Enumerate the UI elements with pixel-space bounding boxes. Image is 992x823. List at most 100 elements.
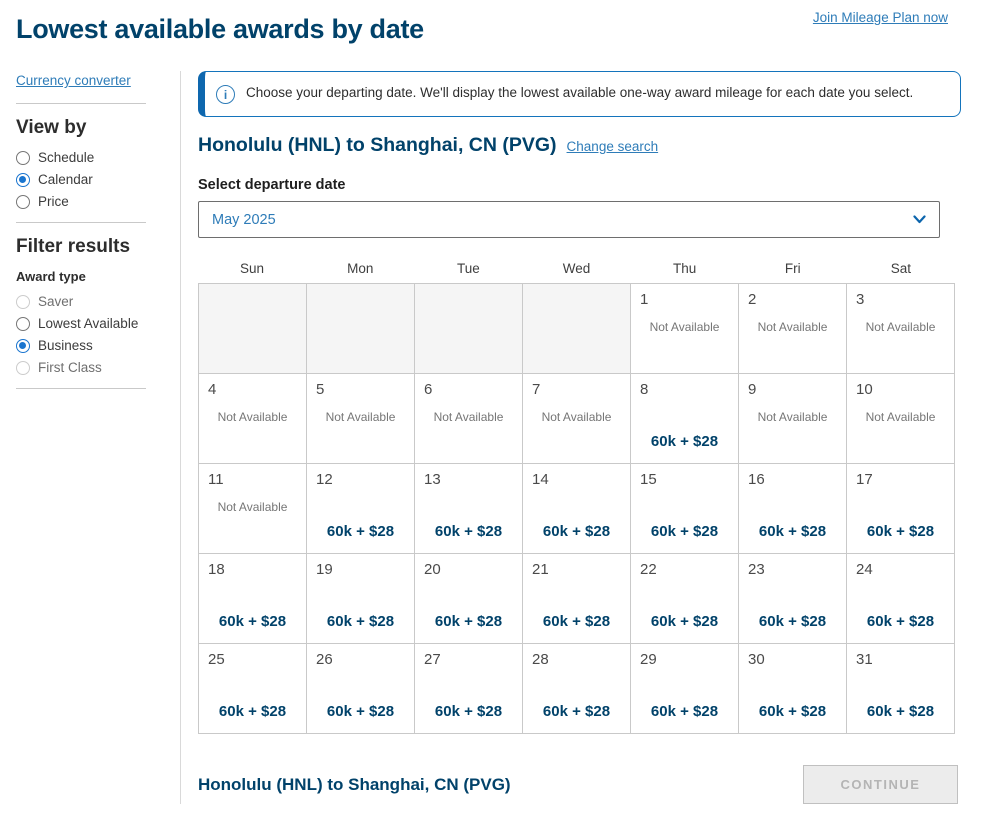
- sidebar-divider: [16, 388, 146, 389]
- info-banner-text: Choose your departing date. We'll displa…: [246, 85, 914, 100]
- calendar-cell[interactable]: 12 60k + $28: [307, 464, 415, 554]
- calendar-cell[interactable]: 25 60k + $28: [199, 644, 307, 734]
- radio-label: Business: [38, 338, 93, 353]
- footer: Honolulu (HNL) to Shanghai, CN (PVG) CON…: [198, 765, 958, 804]
- award-price[interactable]: 60k + $28: [866, 703, 935, 720]
- radio-option-lowest-available[interactable]: Lowest Available: [16, 316, 148, 331]
- calendar-cell[interactable]: 26 60k + $28: [307, 644, 415, 734]
- day-number: 12: [316, 471, 333, 488]
- change-search-link[interactable]: Change search: [566, 139, 659, 154]
- not-available-label: Not Available: [325, 410, 396, 424]
- award-price[interactable]: 60k + $28: [866, 613, 935, 630]
- day-number: 17: [856, 471, 873, 488]
- radio-option-price[interactable]: Price: [16, 194, 148, 209]
- calendar-cell[interactable]: 17 60k + $28: [847, 464, 955, 554]
- radio-option-calendar[interactable]: Calendar: [16, 172, 148, 187]
- not-available-label: Not Available: [757, 320, 828, 334]
- award-price[interactable]: 60k + $28: [650, 703, 719, 720]
- calendar-cell: 5 Not Available: [307, 374, 415, 464]
- day-number: 29: [640, 651, 657, 668]
- award-price[interactable]: 60k + $28: [650, 523, 719, 540]
- calendar-cell[interactable]: 18 60k + $28: [199, 554, 307, 644]
- radio-label: Calendar: [38, 172, 93, 187]
- calendar-cell[interactable]: 19 60k + $28: [307, 554, 415, 644]
- award-price[interactable]: 60k + $28: [434, 613, 503, 630]
- not-available-label: Not Available: [649, 320, 720, 334]
- calendar-cell[interactable]: 29 60k + $28: [631, 644, 739, 734]
- award-price[interactable]: 60k + $28: [434, 703, 503, 720]
- day-number: 13: [424, 471, 441, 488]
- calendar-cell[interactable]: 30 60k + $28: [739, 644, 847, 734]
- currency-converter-link[interactable]: Currency converter: [16, 73, 131, 88]
- radio-icon: [16, 360, 30, 375]
- award-price[interactable]: 60k + $28: [434, 523, 503, 540]
- calendar-cell[interactable]: 14 60k + $28: [523, 464, 631, 554]
- not-available-label: Not Available: [217, 410, 288, 424]
- calendar-cell[interactable]: 13 60k + $28: [415, 464, 523, 554]
- day-name: Tue: [456, 261, 480, 276]
- calendar-cell[interactable]: 22 60k + $28: [631, 554, 739, 644]
- sidebar-divider: [16, 222, 146, 223]
- award-price[interactable]: 60k + $28: [326, 703, 395, 720]
- award-price[interactable]: 60k + $28: [758, 613, 827, 630]
- calendar-cell[interactable]: 24 60k + $28: [847, 554, 955, 644]
- layout: Currency converter View by Schedule Calen…: [16, 71, 976, 804]
- calendar-cell[interactable]: 8 60k + $28: [631, 374, 739, 464]
- departure-date-label: Select departure date: [198, 177, 346, 193]
- join-mileage-plan-link[interactable]: Join Mileage Plan now: [812, 10, 948, 25]
- award-price[interactable]: 60k + $28: [866, 523, 935, 540]
- day-number: 21: [532, 561, 549, 578]
- view-by-heading: View by: [16, 117, 87, 138]
- page-title: Lowest available awards by date: [16, 14, 424, 44]
- day-number: 24: [856, 561, 873, 578]
- radio-label: Lowest Available: [38, 316, 139, 331]
- calendar-cell[interactable]: 20 60k + $28: [415, 554, 523, 644]
- award-price[interactable]: 60k + $28: [218, 613, 287, 630]
- award-price[interactable]: 60k + $28: [758, 703, 827, 720]
- calendar-cell[interactable]: 23 60k + $28: [739, 554, 847, 644]
- month-select-value: May 2025: [212, 211, 276, 228]
- day-number: 9: [748, 381, 757, 398]
- day-number: 26: [316, 651, 333, 668]
- not-available-label: Not Available: [757, 410, 828, 424]
- month-select[interactable]: May 2025: [198, 201, 940, 238]
- award-price[interactable]: 60k + $28: [650, 433, 719, 450]
- not-available-label: Not Available: [865, 320, 936, 334]
- view-by-radio-group: Schedule Calendar Price: [16, 150, 148, 209]
- radio-label: First Class: [38, 360, 102, 375]
- calendar-cell[interactable]: 31 60k + $28: [847, 644, 955, 734]
- not-available-label: Not Available: [433, 410, 504, 424]
- award-price[interactable]: 60k + $28: [542, 613, 611, 630]
- continue-button[interactable]: CONTINUE: [803, 765, 958, 804]
- calendar-cell-empty: [415, 284, 523, 374]
- radio-icon: [16, 294, 30, 309]
- day-name: Wed: [562, 261, 591, 276]
- calendar-cell: 1 Not Available: [631, 284, 739, 374]
- calendar-cell[interactable]: 16 60k + $28: [739, 464, 847, 554]
- award-price[interactable]: 60k + $28: [650, 613, 719, 630]
- calendar-cell[interactable]: 28 60k + $28: [523, 644, 631, 734]
- radio-option-schedule[interactable]: Schedule: [16, 150, 148, 165]
- calendar-cell[interactable]: 27 60k + $28: [415, 644, 523, 734]
- calendar-cell: 10 Not Available: [847, 374, 955, 464]
- calendar-cell[interactable]: 15 60k + $28: [631, 464, 739, 554]
- day-number: 27: [424, 651, 441, 668]
- award-price[interactable]: 60k + $28: [542, 703, 611, 720]
- day-name: Thu: [673, 261, 697, 276]
- calendar-cell: 7 Not Available: [523, 374, 631, 464]
- day-number: 23: [748, 561, 765, 578]
- main-content: i Choose your departing date. We'll disp…: [198, 71, 961, 804]
- calendar-cell[interactable]: 21 60k + $28: [523, 554, 631, 644]
- award-price[interactable]: 60k + $28: [218, 703, 287, 720]
- not-available-label: Not Available: [541, 410, 612, 424]
- calendar-cell-empty: [523, 284, 631, 374]
- award-price[interactable]: 60k + $28: [758, 523, 827, 540]
- day-name: Fri: [784, 261, 801, 276]
- calendar-cell: 11 Not Available: [199, 464, 307, 554]
- award-price[interactable]: 60k + $28: [326, 613, 395, 630]
- calendar-cell: 6 Not Available: [415, 374, 523, 464]
- award-price[interactable]: 60k + $28: [542, 523, 611, 540]
- radio-option-business[interactable]: Business: [16, 338, 148, 353]
- day-number: 25: [208, 651, 225, 668]
- award-price[interactable]: 60k + $28: [326, 523, 395, 540]
